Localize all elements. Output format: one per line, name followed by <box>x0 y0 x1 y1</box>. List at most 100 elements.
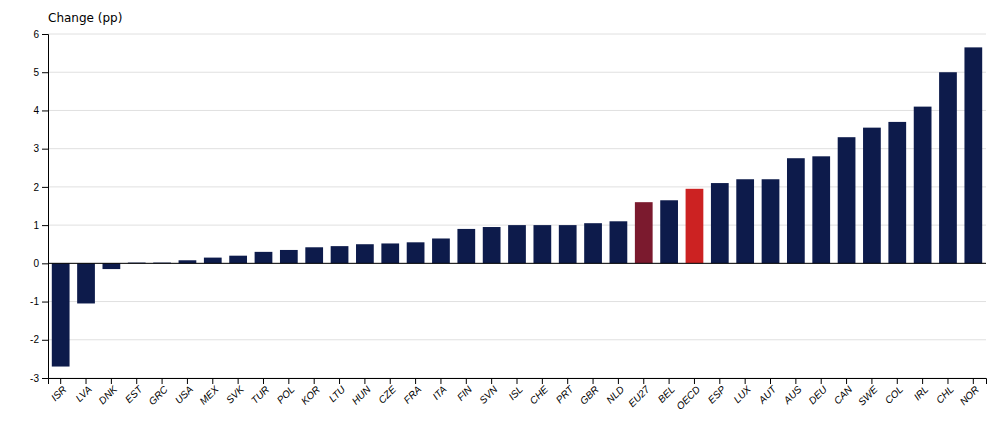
x-tick-mark <box>162 378 163 384</box>
x-tick: CAN <box>832 378 855 406</box>
x-tick: COL <box>883 378 905 406</box>
x-tick: ITA <box>430 378 448 402</box>
x-tick-label: ISR <box>49 384 69 404</box>
x-tick-label: USA <box>173 383 196 406</box>
y-tick-label: -1 <box>30 296 39 307</box>
x-tick-mark <box>973 378 974 384</box>
x-tick-label: BEL <box>656 384 677 405</box>
x-tick-label: FIN <box>455 383 475 403</box>
y-tick-mark <box>42 340 48 341</box>
y-axis-title: Change (pp) <box>48 11 122 25</box>
x-tick-label: EST <box>123 383 145 405</box>
x-tick-mark <box>288 378 289 384</box>
x-tick: AUS <box>781 378 804 407</box>
bar <box>787 158 805 263</box>
x-tick-mark <box>643 378 644 384</box>
x-tick-mark <box>719 378 720 384</box>
x-tick: POL <box>275 378 297 406</box>
grid-line <box>48 72 986 73</box>
x-tick: MEX <box>197 378 220 407</box>
x-tick-label: DNK <box>96 383 120 407</box>
x-tick-mark <box>770 378 771 384</box>
bar <box>964 47 982 263</box>
y-tick: -3 <box>30 373 48 384</box>
bar <box>610 221 628 263</box>
bar <box>52 263 70 366</box>
x-tick-label: LUX <box>731 383 753 405</box>
bar <box>483 227 501 263</box>
bar <box>736 179 754 263</box>
x-tick: ESP <box>706 378 728 406</box>
y-tick: -1 <box>30 296 48 307</box>
bar <box>381 243 399 263</box>
x-tick-label: CZE <box>376 383 398 405</box>
bar <box>457 229 475 263</box>
y-tick: 3 <box>33 143 48 154</box>
bar <box>255 252 273 263</box>
bar <box>762 179 780 263</box>
x-tick-mark <box>491 378 492 384</box>
x-tick: EU27 <box>626 378 652 409</box>
x-tick: LTU <box>327 378 348 404</box>
y-tick-label: 1 <box>33 220 39 231</box>
y-tick: 0 <box>33 258 48 269</box>
x-tick-mark <box>821 378 822 384</box>
x-tick: FRA <box>401 378 423 406</box>
grid-line <box>48 339 986 340</box>
x-tick: GBR <box>578 378 601 407</box>
x-tick-label: HUN <box>350 383 374 407</box>
bar <box>686 189 704 264</box>
x-tick-mark <box>922 378 923 384</box>
x-tick-mark <box>86 378 87 384</box>
x-tick: EST <box>123 378 145 405</box>
bar <box>407 242 425 263</box>
bar <box>914 107 932 264</box>
x-tick-label: EU27 <box>626 383 652 409</box>
x-tick: ISR <box>49 378 69 403</box>
x-tick-label: SVN <box>477 383 500 406</box>
x-tick-mark <box>136 378 137 384</box>
chart: -3-2-10123456ISRLVADNKESTGRCUSAMEXSVKTUR… <box>0 0 1000 430</box>
x-tick: LVA <box>73 378 94 404</box>
x-tick-mark <box>542 378 543 384</box>
bar <box>812 156 830 263</box>
x-tick: FIN <box>455 378 475 403</box>
x-tick-mark <box>694 378 695 384</box>
x-tick-mark <box>947 378 948 384</box>
x-tick-mark <box>339 378 340 384</box>
y-tick: 2 <box>33 182 48 193</box>
x-tick: DEU <box>806 378 829 406</box>
x-tick-mark <box>187 378 188 384</box>
x-tick-label: TUR <box>249 384 271 406</box>
bar <box>838 137 856 263</box>
x-tick-label: KOR <box>299 384 322 407</box>
bar <box>103 263 121 269</box>
bar <box>939 72 957 263</box>
y-tick: 5 <box>33 67 48 78</box>
x-tick: KOR <box>299 378 322 407</box>
x-tick-label: OECD <box>674 384 702 412</box>
x-tick: CHL <box>934 378 956 406</box>
bar <box>888 122 906 263</box>
x-tick: OECD <box>674 378 702 412</box>
x-axis: ISRLVADNKESTGRCUSAMEXSVKTURPOLKORLTUHUNC… <box>49 378 987 412</box>
bar <box>584 223 602 263</box>
plot: -3-2-10123456ISRLVADNKESTGRCUSAMEXSVKTUR… <box>30 29 986 412</box>
x-tick-mark <box>517 378 518 384</box>
x-tick: USA <box>173 378 196 406</box>
y-tick-mark <box>42 187 48 188</box>
x-tick-mark <box>314 378 315 384</box>
y-tick-mark <box>42 302 48 303</box>
x-tick-label: PRT <box>554 383 576 405</box>
x-tick-label: AUS <box>781 383 804 406</box>
bar <box>77 263 95 303</box>
x-tick: NOR <box>958 378 982 407</box>
x-tick: AUT <box>756 378 779 406</box>
x-tick-mark <box>440 378 441 384</box>
bar <box>356 244 374 263</box>
grid-line <box>48 110 986 111</box>
y-tick: 6 <box>33 29 48 40</box>
bar <box>711 183 729 263</box>
bar <box>559 225 577 263</box>
y-tick-mark <box>42 263 48 264</box>
